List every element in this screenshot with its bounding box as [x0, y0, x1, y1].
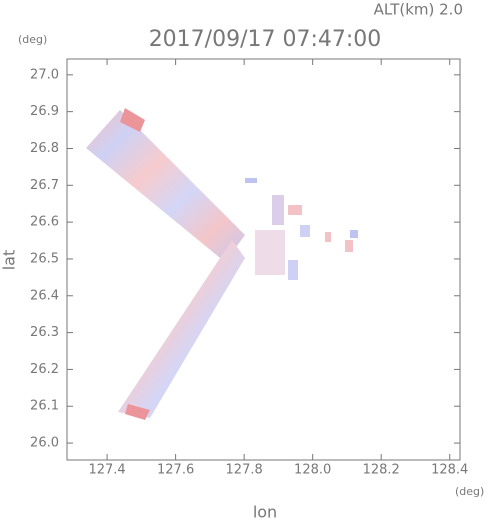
- y-tick-label: 26.5: [30, 251, 59, 266]
- x-tick-label: 128.2: [363, 463, 400, 478]
- y-tick-label: 26.2: [30, 362, 59, 377]
- y-axis-label: lat: [0, 250, 19, 271]
- x-tick-label: 127.6: [157, 463, 194, 478]
- x-tick-label: 127.8: [226, 463, 263, 478]
- y-tick-label: 26.0: [30, 436, 59, 451]
- y-tick-label: 27.0: [30, 67, 59, 82]
- y-tick-label: 26.6: [30, 215, 59, 230]
- x-tick-label: 127.4: [88, 463, 125, 478]
- x-unit: (deg): [455, 485, 484, 498]
- x-axis-label: lon: [253, 503, 277, 522]
- y-tick-label: 26.4: [30, 288, 59, 303]
- radar-swath: [86, 108, 358, 420]
- altitude: ALT(km) 2.0: [374, 1, 463, 19]
- x-tick-label: 128.4: [431, 463, 468, 478]
- plot-frame: [66, 58, 461, 461]
- y-tick-label: 26.3: [30, 325, 59, 340]
- y-tick-label: 26.8: [30, 141, 59, 156]
- x-tick-label: 128.0: [294, 463, 331, 478]
- y-unit: (deg): [18, 33, 47, 46]
- y-tick-label: 26.9: [30, 104, 59, 119]
- y-tick-label: 26.7: [30, 178, 59, 193]
- y-tick-label: 26.1: [30, 399, 59, 414]
- chart-title: 2017/09/17 07:47:00: [149, 27, 382, 52]
